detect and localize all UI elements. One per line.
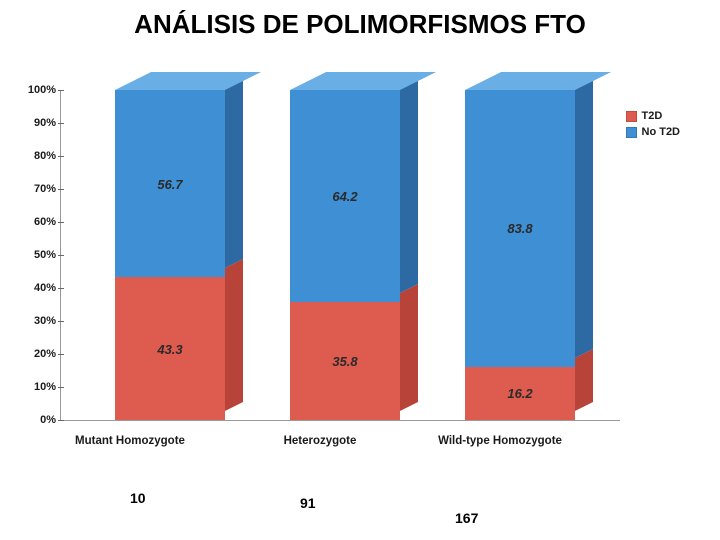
value-label-no-t2d: 64.2 bbox=[290, 189, 400, 204]
y-tick-label: 40% bbox=[20, 282, 56, 294]
legend-item-t2d: T2D bbox=[626, 110, 681, 122]
y-tick-label: 60% bbox=[20, 216, 56, 228]
y-tick-label: 90% bbox=[20, 117, 56, 129]
y-tick-label: 70% bbox=[20, 183, 56, 195]
y-tick-label: 30% bbox=[20, 315, 56, 327]
bar: 43.3 56.7 bbox=[115, 90, 225, 420]
x-axis-line bbox=[60, 420, 620, 421]
y-tick-label: 50% bbox=[20, 249, 56, 261]
x-category-label: Wild-type Homozygote bbox=[420, 435, 580, 447]
y-tick-label: 100% bbox=[20, 84, 56, 96]
legend-swatch-no-t2d bbox=[626, 127, 637, 138]
count-label: 10 bbox=[130, 490, 146, 506]
y-tick bbox=[58, 420, 64, 421]
x-category-label: Mutant Homozygote bbox=[50, 435, 210, 447]
chart-area: 0%10%20%30%40%50%60%70%80%90%100% 43.356… bbox=[60, 90, 660, 460]
bar: 35.8 64.2 bbox=[290, 90, 400, 420]
count-label: 167 bbox=[455, 510, 478, 526]
y-tick-label: 20% bbox=[20, 348, 56, 360]
legend-swatch-t2d bbox=[626, 111, 637, 122]
x-category-label: Heterozygote bbox=[240, 435, 400, 447]
value-label-no-t2d: 56.7 bbox=[115, 177, 225, 192]
value-label-t2d: 43.3 bbox=[115, 342, 225, 357]
y-tick-label: 10% bbox=[20, 381, 56, 393]
bars-container: 43.3 56.7 35.8 64.2 16.2 83.8 bbox=[60, 90, 620, 420]
legend-label-t2d: T2D bbox=[642, 110, 663, 122]
bar: 16.2 83.8 bbox=[465, 90, 575, 420]
y-tick-label: 80% bbox=[20, 150, 56, 162]
value-label-no-t2d: 83.8 bbox=[465, 221, 575, 236]
legend-label-no-t2d: No T2D bbox=[642, 126, 681, 138]
count-label: 91 bbox=[300, 495, 316, 511]
value-label-t2d: 16.2 bbox=[465, 386, 575, 401]
legend-item-no-t2d: No T2D bbox=[626, 126, 681, 138]
chart-title: ANÁLISIS DE POLIMORFISMOS FTO bbox=[0, 0, 720, 44]
y-tick-label: 0% bbox=[20, 414, 56, 426]
value-label-t2d: 35.8 bbox=[290, 354, 400, 369]
legend: T2D No T2D bbox=[626, 110, 681, 142]
